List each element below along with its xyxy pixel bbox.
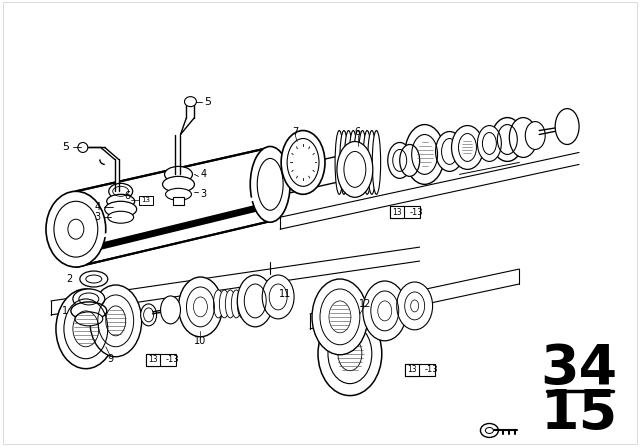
- Text: 15: 15: [540, 387, 618, 440]
- Ellipse shape: [141, 304, 157, 326]
- Ellipse shape: [107, 194, 134, 208]
- Ellipse shape: [340, 130, 348, 194]
- Text: 3: 3: [200, 190, 207, 199]
- Ellipse shape: [75, 312, 103, 326]
- Ellipse shape: [225, 290, 236, 318]
- Ellipse shape: [220, 290, 229, 318]
- Ellipse shape: [363, 281, 406, 341]
- Bar: [146, 354, 159, 366]
- Ellipse shape: [184, 97, 196, 107]
- Ellipse shape: [237, 290, 247, 318]
- Ellipse shape: [335, 130, 344, 194]
- Bar: [139, 196, 152, 205]
- Ellipse shape: [109, 183, 132, 199]
- Ellipse shape: [243, 290, 253, 318]
- Text: 2: 2: [67, 274, 73, 284]
- Ellipse shape: [161, 296, 180, 324]
- Ellipse shape: [485, 427, 493, 434]
- Ellipse shape: [337, 142, 373, 197]
- Ellipse shape: [525, 121, 545, 150]
- Text: 4: 4: [200, 169, 207, 179]
- Text: 9: 9: [108, 354, 114, 364]
- Bar: [404, 364, 419, 376]
- Text: 7: 7: [292, 126, 298, 137]
- Ellipse shape: [312, 279, 368, 355]
- Ellipse shape: [397, 282, 433, 330]
- Ellipse shape: [73, 289, 105, 309]
- Ellipse shape: [164, 166, 193, 182]
- Ellipse shape: [237, 275, 273, 327]
- Ellipse shape: [477, 125, 501, 161]
- Ellipse shape: [163, 177, 195, 192]
- Ellipse shape: [509, 117, 537, 157]
- Ellipse shape: [354, 130, 362, 194]
- Ellipse shape: [388, 142, 412, 178]
- Ellipse shape: [358, 130, 367, 194]
- Text: 13: 13: [407, 365, 417, 374]
- Ellipse shape: [367, 130, 376, 194]
- Ellipse shape: [179, 277, 222, 337]
- Ellipse shape: [56, 289, 116, 369]
- Ellipse shape: [71, 302, 107, 320]
- Bar: [146, 354, 175, 366]
- Ellipse shape: [555, 108, 579, 145]
- Bar: [173, 197, 184, 205]
- Ellipse shape: [400, 145, 420, 177]
- Text: 13: 13: [141, 197, 150, 203]
- Ellipse shape: [318, 312, 382, 396]
- Ellipse shape: [281, 130, 325, 194]
- Ellipse shape: [108, 211, 134, 223]
- Ellipse shape: [363, 130, 371, 194]
- Ellipse shape: [46, 191, 106, 267]
- Text: 5: 5: [62, 142, 69, 152]
- Text: 1: 1: [62, 306, 68, 316]
- Text: 13: 13: [148, 355, 157, 364]
- Text: 3: 3: [95, 212, 100, 222]
- Text: 6: 6: [355, 126, 361, 137]
- Text: 12: 12: [358, 299, 371, 309]
- Ellipse shape: [213, 290, 223, 318]
- Ellipse shape: [166, 188, 191, 200]
- Ellipse shape: [349, 130, 357, 194]
- Bar: [390, 206, 420, 218]
- Text: 4: 4: [95, 202, 100, 212]
- Ellipse shape: [372, 130, 381, 194]
- Text: 10: 10: [195, 336, 207, 346]
- Ellipse shape: [452, 125, 483, 169]
- Ellipse shape: [250, 146, 290, 222]
- Text: 34: 34: [541, 342, 618, 396]
- Ellipse shape: [492, 117, 524, 161]
- Text: 13: 13: [392, 208, 401, 217]
- Text: -13: -13: [410, 208, 423, 217]
- Text: 11: 11: [279, 289, 291, 299]
- Ellipse shape: [231, 290, 241, 318]
- Bar: [404, 364, 435, 376]
- Text: 6: 6: [125, 191, 131, 201]
- Polygon shape: [76, 147, 270, 267]
- Ellipse shape: [90, 285, 141, 357]
- Ellipse shape: [105, 201, 137, 217]
- Ellipse shape: [262, 275, 294, 319]
- Ellipse shape: [249, 290, 259, 318]
- Text: 5: 5: [204, 97, 211, 107]
- Ellipse shape: [404, 125, 445, 184]
- Ellipse shape: [436, 132, 463, 172]
- Ellipse shape: [80, 271, 108, 287]
- Text: -13: -13: [166, 355, 179, 364]
- Bar: [390, 206, 404, 218]
- Ellipse shape: [78, 142, 88, 152]
- Ellipse shape: [344, 130, 353, 194]
- Text: -13: -13: [424, 365, 438, 374]
